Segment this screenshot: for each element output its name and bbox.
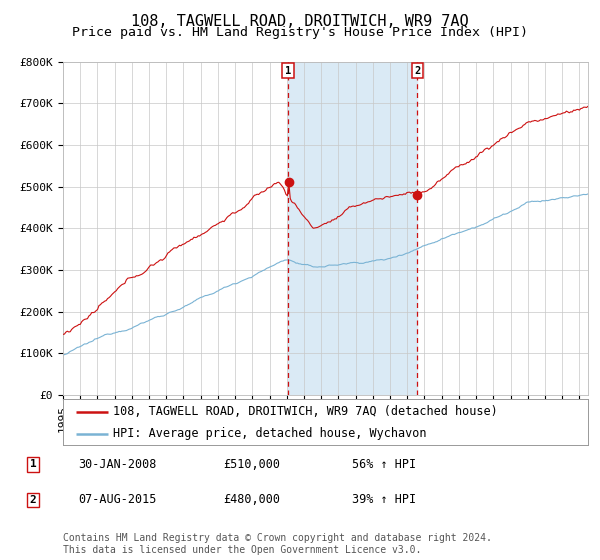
Text: 07-AUG-2015: 07-AUG-2015 — [78, 493, 156, 506]
Text: HPI: Average price, detached house, Wychavon: HPI: Average price, detached house, Wych… — [113, 427, 427, 440]
Text: 1: 1 — [285, 66, 291, 76]
Text: 108, TAGWELL ROAD, DROITWICH, WR9 7AQ: 108, TAGWELL ROAD, DROITWICH, WR9 7AQ — [131, 14, 469, 29]
Text: 108, TAGWELL ROAD, DROITWICH, WR9 7AQ (detached house): 108, TAGWELL ROAD, DROITWICH, WR9 7AQ (d… — [113, 405, 497, 418]
Text: 39% ↑ HPI: 39% ↑ HPI — [352, 493, 416, 506]
Text: 30-JAN-2008: 30-JAN-2008 — [78, 458, 156, 471]
Text: Price paid vs. HM Land Registry's House Price Index (HPI): Price paid vs. HM Land Registry's House … — [72, 26, 528, 39]
Text: 2: 2 — [414, 66, 421, 76]
Text: £510,000: £510,000 — [223, 458, 281, 471]
Text: Contains HM Land Registry data © Crown copyright and database right 2024.
This d: Contains HM Land Registry data © Crown c… — [63, 533, 492, 555]
Text: £480,000: £480,000 — [223, 493, 281, 506]
Text: 56% ↑ HPI: 56% ↑ HPI — [352, 458, 416, 471]
Bar — [288, 62, 418, 395]
Text: 2: 2 — [29, 495, 37, 505]
Text: 1: 1 — [29, 459, 37, 469]
